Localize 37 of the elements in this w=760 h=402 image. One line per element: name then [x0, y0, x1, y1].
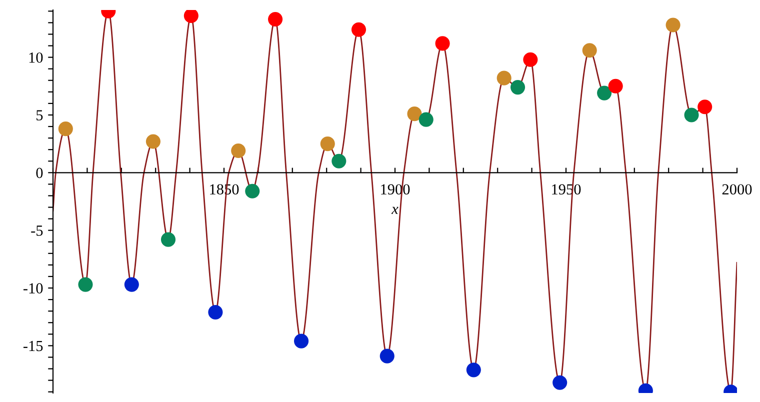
point: [407, 106, 422, 122]
point: [597, 86, 612, 100]
point: [380, 348, 394, 364]
point: [268, 12, 283, 27]
x-tick-label: 2000: [722, 184, 752, 195]
point: [608, 78, 623, 94]
point: [184, 10, 198, 24]
x-axis-title: x: [391, 206, 398, 214]
point: [418, 112, 434, 127]
point: [582, 43, 597, 58]
y-tick-label: -10: [23, 283, 43, 294]
point: [294, 334, 309, 348]
point: [510, 80, 526, 95]
point: [496, 70, 512, 86]
point: [208, 304, 223, 320]
point: [698, 100, 712, 114]
point: [666, 18, 680, 32]
point: [435, 36, 450, 51]
point: [78, 277, 93, 292]
point: [245, 184, 260, 198]
point: [231, 143, 246, 158]
point: [523, 52, 538, 67]
point: [160, 232, 176, 247]
y-tick-label: 0: [36, 168, 43, 178]
y-tick-label: 5: [36, 110, 43, 120]
point: [351, 22, 366, 37]
point: [146, 134, 160, 149]
y-tick-label: 10: [29, 52, 43, 63]
point: [124, 277, 139, 292]
point: [332, 154, 346, 168]
y-tick-label: -15: [23, 340, 43, 352]
point: [552, 375, 568, 390]
point: [684, 108, 699, 122]
y-tick-label: -5: [31, 226, 43, 236]
point: [466, 362, 481, 378]
point: [58, 122, 73, 136]
point: [320, 136, 335, 152]
